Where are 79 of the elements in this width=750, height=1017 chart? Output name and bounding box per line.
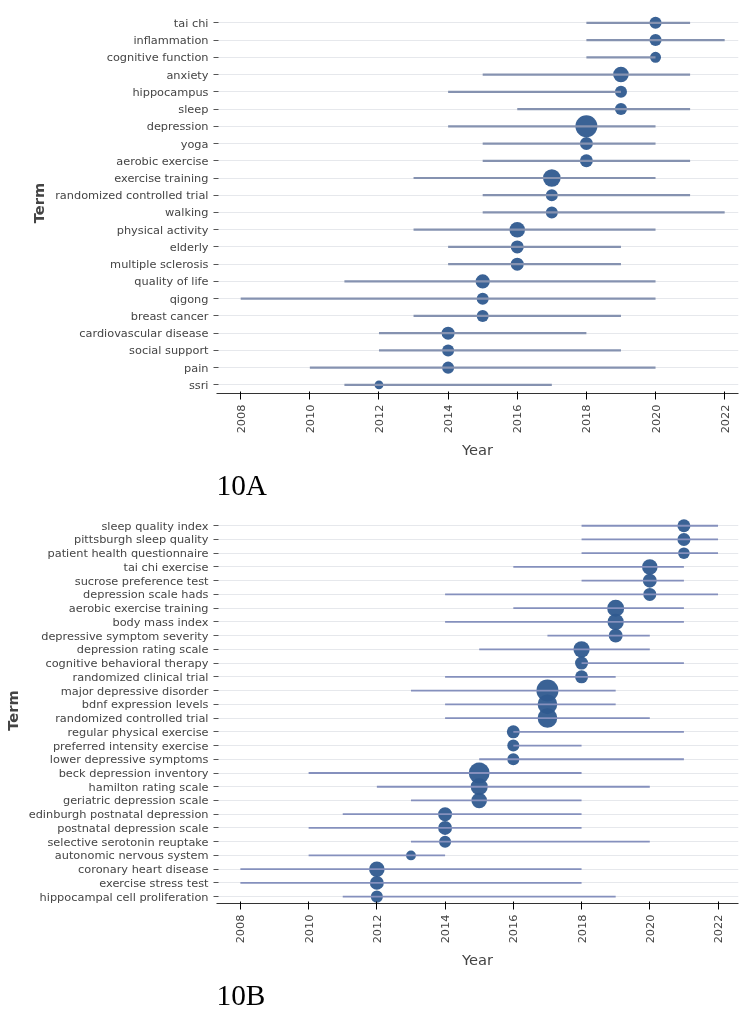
x-tick-label: 2022	[711, 914, 726, 944]
bar	[482, 211, 725, 214]
y-tick-label: depression scale hads	[83, 587, 209, 602]
bar	[344, 280, 656, 283]
y-tick-label: pain	[184, 360, 209, 375]
y-tick-label: edinburgh postnatal depression	[28, 807, 209, 822]
y-tick-label: exercise training	[114, 171, 209, 185]
y-tick-label: tai chi exercise	[123, 559, 209, 574]
y-tick-label: exercise stress test	[99, 875, 210, 890]
y-tick-label: regular physical exercise	[67, 724, 209, 739]
y-tick-label: anxiety	[166, 67, 209, 82]
y-tick-label: patient health questionnaire	[47, 546, 209, 561]
x-tick-label: 2008	[233, 404, 248, 434]
x-axis-title: Year	[460, 441, 494, 459]
y-tick-label: multiple sclerosis	[110, 257, 209, 272]
y-tick-label: hippocampal cell proliferation	[39, 889, 209, 904]
bar	[482, 142, 656, 145]
y-tick-label: qigong	[169, 291, 209, 306]
bar	[586, 21, 691, 24]
y-tick-label: randomized controlled trial	[55, 188, 209, 203]
y-tick-label: bdnf expression levels	[81, 697, 209, 712]
y-tick-label: hamilton rating scale	[88, 779, 209, 794]
y-axis-title: Term	[30, 182, 48, 224]
x-tick-label: 2018	[579, 404, 594, 434]
y-tick-label: walking	[165, 205, 209, 220]
y-axis-title: Term	[3, 690, 21, 731]
y-tick-label: preferred intensity exercise	[52, 738, 209, 753]
y-tick-label: tai chi	[173, 15, 209, 30]
x-tick-label: 2016	[510, 404, 525, 434]
y-tick-label: sucrose preference test	[74, 573, 210, 588]
x-tick-label: 2016	[506, 914, 521, 944]
bar	[482, 73, 691, 76]
y-tick-label: autonomic nervous system	[54, 848, 209, 863]
x-tick-label: 2010	[301, 914, 316, 944]
y-tick-label: sleep	[178, 102, 209, 117]
y-tick-label: yoga	[180, 136, 209, 151]
y-tick-label: coronary heart disease	[78, 862, 209, 877]
y-tick-label: inflammation	[133, 33, 209, 48]
y-tick-label: pittsburgh sleep quality	[74, 532, 209, 547]
y-tick-label: physical activity	[116, 222, 209, 237]
bar	[586, 56, 656, 59]
x-tick-label: 2022	[717, 404, 732, 434]
y-tick-label: aerobic exercise training	[68, 601, 209, 616]
y-tick-label: aerobic exercise	[116, 153, 209, 168]
x-tick-label: 2012	[371, 404, 386, 434]
y-tick-label: beck depression inventory	[58, 766, 209, 780]
y-tick-label: lower depressive symptoms	[49, 752, 209, 767]
x-tick-label: 2008	[233, 914, 248, 944]
y-tick-label: depressive symptom severity	[41, 628, 209, 643]
y-tick-label: cognitive function	[106, 50, 209, 65]
y-tick-label: randomized clinical trial	[72, 669, 209, 684]
y-tick-label: randomized controlled trial	[55, 711, 209, 726]
y-tick-label: depression rating scale	[76, 642, 209, 657]
x-tick-label: 2020	[648, 404, 663, 434]
x-tick-label: 2020	[642, 914, 657, 944]
y-tick-label: ssri	[188, 377, 209, 392]
y-tick-label: cardiovascular disease	[79, 326, 209, 341]
x-tick-label: 2012	[369, 914, 384, 944]
y-tick-label: postnatal depression scale	[57, 820, 209, 835]
y-tick-label: breast cancer	[130, 308, 209, 323]
text: 10A	[216, 468, 268, 501]
x-tick-label: 2010	[302, 404, 317, 434]
x-tick-label: 2018	[574, 914, 589, 944]
x-tick-label: 2014	[441, 404, 456, 434]
text: 10B	[216, 978, 266, 1011]
x-axis-title: Year	[460, 951, 494, 969]
x-tick-label: 2014	[438, 914, 453, 944]
y-tick-label: elderly	[169, 239, 209, 254]
y-tick-label: major depressive disorder	[60, 683, 209, 698]
y-tick-label: hippocampus	[132, 84, 209, 99]
bar	[378, 349, 621, 352]
y-tick-label: selective serotonin reuptake	[47, 834, 209, 849]
y-tick-label: cognitive behavioral therapy	[45, 656, 209, 671]
y-tick-label: body mass index	[112, 614, 209, 629]
y-tick-label: depression	[146, 119, 209, 134]
y-tick-label: sleep quality index	[101, 518, 209, 533]
y-tick-label: quality of life	[134, 274, 209, 289]
y-tick-label: social support	[129, 343, 210, 358]
y-tick-label: geriatric depression scale	[62, 793, 209, 808]
